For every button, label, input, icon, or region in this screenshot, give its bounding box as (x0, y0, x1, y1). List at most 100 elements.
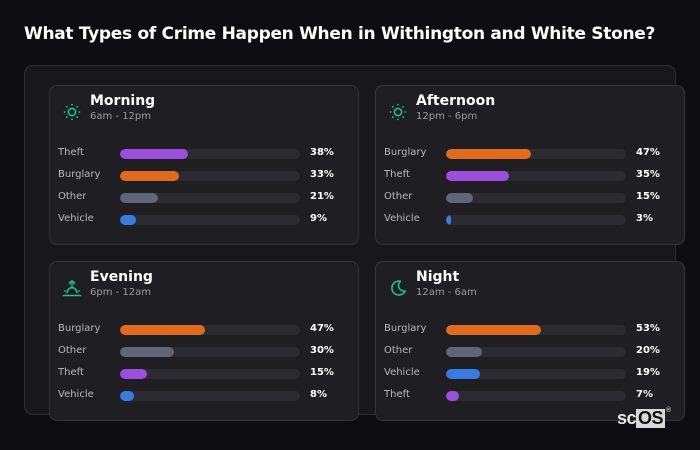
bar-track (120, 193, 300, 203)
bar-row: Other 15% (376, 190, 684, 212)
card-time-range: 6am - 12pm (90, 111, 152, 122)
bar-row: Burglary 47% (50, 322, 358, 344)
bar-label: Burglary (58, 323, 101, 334)
bar-list: Burglary 47% Other 30% Theft 15% Vehicle… (50, 322, 358, 410)
bar-row: Vehicle 19% (376, 366, 684, 388)
bar-track (120, 171, 300, 181)
bar-value: 47% (636, 147, 660, 158)
card-morning: Morning 6am - 12pm Theft 38% Burglary 33… (49, 85, 359, 245)
bar-track (120, 391, 300, 401)
bar-value: 3% (636, 213, 653, 224)
bar-value: 33% (310, 169, 334, 180)
card-night: Night 12am - 6am Burglary 53% Other 20% … (375, 261, 685, 421)
bar-label: Theft (58, 147, 84, 158)
bar-list: Theft 38% Burglary 33% Other 21% Vehicle… (50, 146, 358, 234)
bar-track (446, 347, 626, 357)
bar-value: 15% (636, 191, 660, 202)
bar-fill (446, 171, 509, 181)
bar-value: 20% (636, 345, 660, 356)
bar-list: Burglary 53% Other 20% Vehicle 19% Theft… (376, 322, 684, 410)
card-title: Afternoon (416, 93, 496, 109)
bar-label: Vehicle (58, 213, 94, 224)
bar-row: Burglary 53% (376, 322, 684, 344)
sun-icon (63, 103, 81, 121)
card-title: Evening (90, 269, 153, 285)
bar-value: 8% (310, 389, 327, 400)
bar-value: 53% (636, 323, 660, 334)
bar-fill (446, 215, 452, 225)
bar-label: Vehicle (384, 213, 420, 224)
bar-label: Other (384, 191, 413, 202)
bar-track (120, 149, 300, 159)
bar-value: 7% (636, 389, 653, 400)
bar-track (446, 391, 626, 401)
bar-row: Burglary 33% (50, 168, 358, 190)
bar-row: Other 30% (50, 344, 358, 366)
card-time-range: 12pm - 6pm (416, 111, 478, 122)
bar-track (446, 193, 626, 203)
bar-list: Burglary 47% Theft 35% Other 15% Vehicle… (376, 146, 684, 234)
bar-label: Theft (384, 389, 410, 400)
bar-track (446, 369, 626, 379)
bar-fill (120, 325, 205, 335)
scos-logo: sc OS ® (617, 407, 671, 428)
logo-sc: sc (617, 408, 637, 428)
bar-value: 15% (310, 367, 334, 378)
bar-fill (120, 149, 189, 159)
bar-row: Theft 35% (376, 168, 684, 190)
bar-row: Vehicle 3% (376, 212, 684, 234)
bar-fill (120, 215, 137, 225)
bar-fill (446, 325, 542, 335)
bar-track (120, 369, 300, 379)
moon-icon (391, 280, 406, 296)
bar-row: Other 20% (376, 344, 684, 366)
bar-fill (446, 391, 459, 401)
bar-row: Theft 38% (50, 146, 358, 168)
sun-icon (389, 103, 407, 121)
bar-track (120, 347, 300, 357)
bar-track (446, 325, 626, 335)
bar-value: 35% (636, 169, 660, 180)
bar-fill (120, 369, 147, 379)
bar-value: 30% (310, 345, 334, 356)
bar-label: Other (58, 345, 87, 356)
bar-row: Theft 7% (376, 388, 684, 410)
card-time-range: 12am - 6am (416, 287, 477, 298)
bar-row: Burglary 47% (376, 146, 684, 168)
bar-row: Vehicle 8% (50, 388, 358, 410)
bar-track (446, 171, 626, 181)
bar-row: Other 21% (50, 190, 358, 212)
bar-value: 47% (310, 323, 334, 334)
bar-value: 9% (310, 213, 327, 224)
bar-label: Burglary (384, 323, 427, 334)
bar-row: Theft 15% (50, 366, 358, 388)
bar-fill (120, 391, 135, 401)
bar-fill (446, 193, 473, 203)
card-title: Night (416, 269, 460, 285)
sunset-icon (62, 279, 82, 297)
bar-label: Other (384, 345, 413, 356)
card-time-range: 6pm - 12am (90, 287, 152, 298)
bar-fill (120, 171, 180, 181)
bar-fill (446, 369, 481, 379)
page-title: What Types of Crime Happen When in Withi… (24, 24, 656, 44)
bar-value: 21% (310, 191, 334, 202)
bar-fill (120, 193, 158, 203)
bar-value: 19% (636, 367, 660, 378)
bar-row: Vehicle 9% (50, 212, 358, 234)
bar-fill (446, 149, 531, 159)
card-afternoon: Afternoon 12pm - 6pm Burglary 47% Theft … (375, 85, 685, 245)
registered-mark: ® (666, 407, 671, 414)
card-evening: Evening 6pm - 12am Burglary 47% Other 30… (49, 261, 359, 421)
bar-label: Burglary (384, 147, 427, 158)
bar-label: Burglary (58, 169, 101, 180)
bar-value: 38% (310, 147, 334, 158)
bar-label: Vehicle (384, 367, 420, 378)
bar-label: Theft (384, 169, 410, 180)
bar-fill (120, 347, 174, 357)
logo-os: OS (636, 408, 666, 428)
bar-track (120, 325, 300, 335)
bar-label: Vehicle (58, 389, 94, 400)
bar-track (446, 215, 626, 225)
bar-label: Other (58, 191, 87, 202)
